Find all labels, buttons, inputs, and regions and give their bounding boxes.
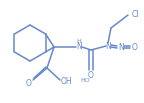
Text: OH: OH — [60, 77, 72, 87]
Text: O: O — [132, 43, 138, 52]
Text: O: O — [26, 78, 32, 88]
Text: N: N — [118, 43, 124, 52]
Text: O: O — [88, 70, 94, 80]
Text: Cl: Cl — [131, 9, 139, 19]
Text: N: N — [76, 42, 82, 50]
Text: N: N — [105, 42, 111, 50]
Text: HO: HO — [80, 78, 90, 84]
Text: H: H — [77, 39, 81, 43]
